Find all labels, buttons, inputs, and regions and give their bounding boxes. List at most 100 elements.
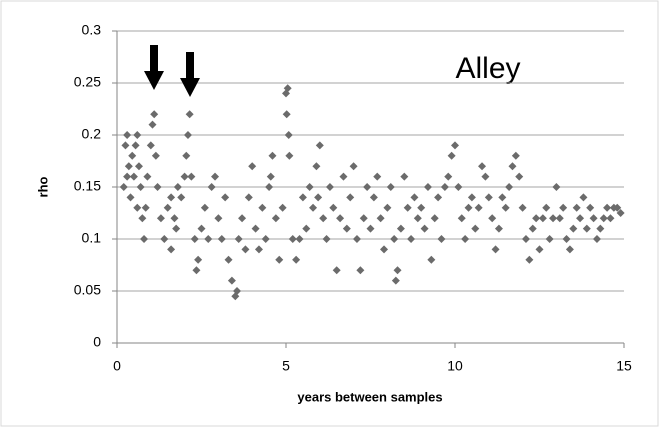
point	[579, 193, 588, 202]
point	[170, 214, 179, 223]
point	[538, 214, 547, 223]
point	[121, 141, 130, 150]
point	[298, 193, 307, 202]
point	[227, 276, 236, 285]
point	[207, 183, 216, 191]
point	[148, 120, 157, 129]
point	[285, 151, 294, 160]
point	[131, 141, 140, 150]
point	[464, 203, 473, 212]
x-tick-label: 10	[447, 358, 463, 374]
point	[474, 203, 483, 212]
point	[457, 214, 466, 223]
point	[336, 214, 345, 223]
point	[194, 255, 203, 264]
point	[616, 209, 625, 217]
point	[403, 203, 412, 212]
point	[192, 266, 201, 275]
point	[511, 151, 520, 160]
point	[430, 214, 439, 223]
point	[295, 235, 304, 243]
point	[221, 193, 230, 202]
point	[461, 235, 470, 243]
point	[258, 203, 267, 212]
point	[518, 203, 527, 212]
point	[129, 172, 138, 181]
point	[124, 162, 133, 171]
y-tick-label: 0.1	[82, 230, 102, 246]
point	[613, 203, 622, 212]
point	[569, 224, 578, 233]
point	[559, 203, 568, 212]
point	[329, 203, 338, 212]
point	[586, 203, 595, 212]
point	[150, 110, 159, 119]
point	[177, 193, 186, 202]
point	[391, 276, 400, 285]
point	[444, 172, 453, 181]
x-tick-label: 0	[113, 358, 121, 374]
point	[275, 255, 284, 264]
point	[134, 162, 143, 171]
point	[525, 255, 534, 264]
point	[224, 255, 233, 264]
point	[528, 224, 537, 233]
point	[244, 193, 253, 202]
point	[498, 193, 507, 202]
x-tick-label: 15	[616, 358, 632, 374]
point	[423, 183, 432, 191]
point	[126, 193, 135, 202]
point	[265, 183, 274, 191]
point	[346, 193, 355, 202]
point	[599, 214, 608, 223]
point	[390, 235, 399, 243]
point	[254, 245, 263, 254]
point	[123, 172, 132, 181]
x-tick-label: 5	[282, 358, 290, 374]
point	[437, 235, 446, 243]
point	[309, 203, 318, 212]
point	[562, 235, 571, 243]
x-axis-title: years between samples	[297, 389, 442, 404]
point	[292, 255, 301, 264]
point	[238, 214, 247, 223]
point	[314, 193, 323, 202]
point	[555, 214, 564, 223]
point	[386, 183, 395, 191]
point	[471, 224, 480, 233]
point	[133, 131, 142, 139]
point	[545, 235, 554, 243]
point	[312, 162, 321, 171]
point	[576, 214, 585, 223]
point	[241, 245, 250, 254]
point	[214, 214, 223, 223]
point	[133, 203, 142, 212]
point	[572, 203, 581, 212]
point	[369, 193, 378, 202]
point	[315, 141, 324, 150]
point	[282, 110, 291, 119]
point	[332, 266, 341, 275]
annotation: Alley	[455, 52, 520, 85]
point	[302, 224, 311, 233]
point	[484, 193, 493, 202]
y-axis-title: rho	[35, 176, 50, 197]
point	[153, 183, 162, 191]
point	[268, 151, 277, 160]
point	[440, 183, 449, 191]
point	[565, 245, 574, 254]
point	[342, 224, 351, 233]
point	[532, 214, 541, 223]
point	[187, 172, 196, 181]
y-tick-label: 0	[93, 334, 101, 350]
y-tick-label: 0.25	[74, 74, 101, 90]
point	[491, 245, 500, 254]
point	[172, 224, 181, 233]
point	[173, 183, 182, 191]
point	[549, 214, 558, 223]
point	[271, 214, 280, 223]
point	[261, 235, 270, 243]
point	[592, 235, 601, 243]
